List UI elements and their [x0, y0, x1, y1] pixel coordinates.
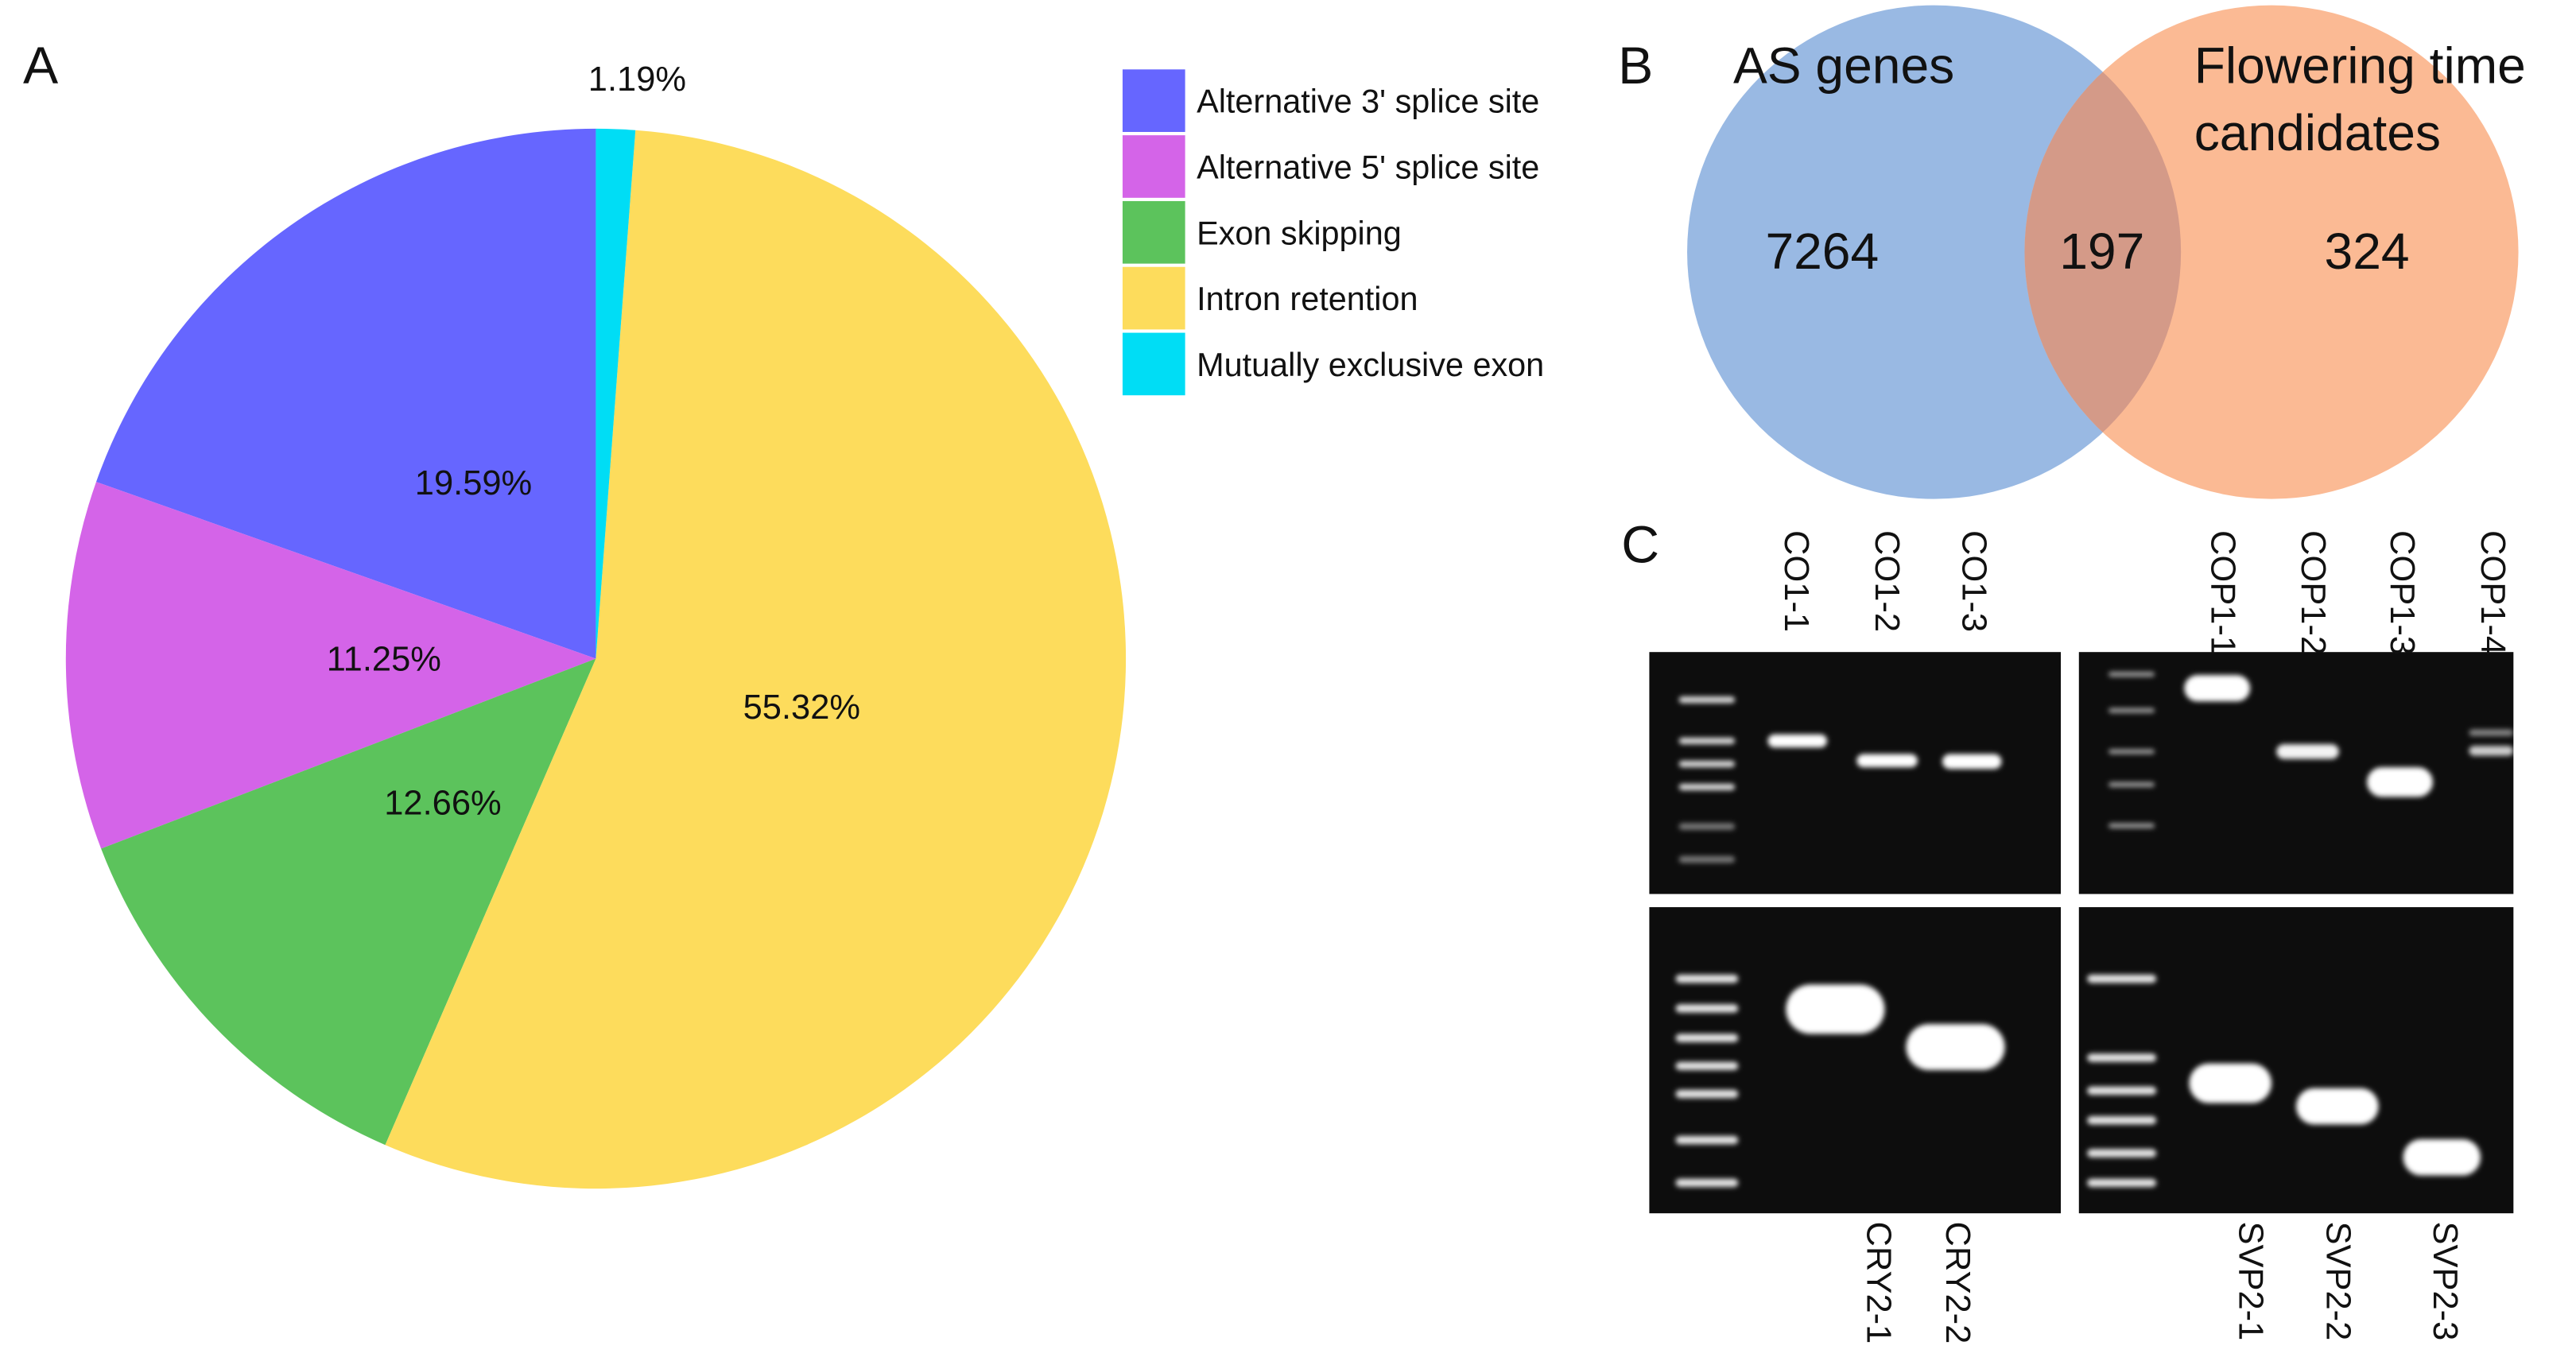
gel-band — [2403, 1139, 2481, 1176]
gel-band — [1678, 823, 1736, 830]
gel-band — [1678, 760, 1736, 768]
lane-label: COP1-3 — [2383, 530, 2421, 655]
gel-band — [2109, 708, 2155, 713]
legend-label: Intron retention — [1197, 281, 1418, 317]
lane-label: SVP2-3 — [2426, 1222, 2464, 1341]
slice-label: 11.25% — [327, 641, 441, 679]
venn-count: 197 — [2059, 223, 2144, 280]
gel-band — [2367, 767, 2433, 797]
slice-label: 55.32% — [743, 688, 860, 727]
legend-label: Alternative 3' splice site — [1197, 83, 1539, 120]
gel-band — [1906, 1024, 2005, 1071]
lane-label: CO1-2 — [1868, 530, 1906, 632]
lane-label: COP1-2 — [2294, 530, 2332, 655]
gel-band — [1678, 696, 1736, 704]
legend-swatch — [1122, 200, 1185, 264]
lane-label: COP1-1 — [2203, 530, 2241, 655]
panel-letter: B — [1618, 37, 1653, 95]
gel-panel: CO1-1 CO1-2 CO1-3 COP1-1 COP1-2 COP1-3 COP1-4 C… — [1649, 530, 2514, 1344]
set-name: AS genes — [1733, 37, 1954, 94]
legend-swatch — [1122, 135, 1185, 198]
lane-label: CRY2-1 — [1860, 1222, 1898, 1344]
pie-slice — [596, 128, 636, 659]
gel-band — [2087, 1178, 2157, 1188]
lane-label: SVP2-1 — [2232, 1222, 2270, 1341]
lane-label: CO1-1 — [1777, 530, 1815, 632]
lane-label: SVP2-2 — [2318, 1222, 2357, 1341]
gel-band — [2109, 781, 2155, 787]
legend-swatch — [1122, 332, 1185, 396]
gel-band — [2276, 744, 2339, 759]
gel-band — [2109, 823, 2155, 828]
legend-label: Mutually exclusive exon — [1197, 347, 1544, 383]
gel-band — [1675, 1004, 1739, 1013]
gel-band — [1678, 855, 1736, 863]
gel-band — [1786, 984, 1885, 1034]
venn-diagram: AS genes Flowering time candidates 7264 197 3… — [1687, 5, 2526, 499]
pie-slice — [65, 482, 596, 849]
venn-circle — [2024, 5, 2519, 499]
pie-slice — [101, 658, 596, 1146]
gel-band — [2296, 1088, 2379, 1125]
venn-circle — [1687, 5, 2182, 499]
gel-band — [2109, 672, 2155, 677]
lane-label: COP1-4 — [2473, 530, 2512, 655]
gel-bands — [1675, 672, 2514, 1188]
legend-label: Exon skipping — [1197, 215, 1402, 251]
gel-band — [1856, 754, 1918, 768]
venn-count: 324 — [2325, 223, 2410, 280]
gel-band — [2184, 675, 2251, 702]
gel-band — [1767, 734, 1828, 748]
set-name: Flowering time — [2194, 37, 2526, 94]
pie-slice — [385, 130, 1127, 1189]
gel-band — [1678, 783, 1736, 791]
gel-band — [1675, 1135, 1739, 1145]
legend-swatch — [1122, 266, 1185, 330]
gel-band — [2087, 1086, 2157, 1095]
pie-chart: 19.59% 11.25% 12.66% 55.32% 1.19% Alternative… — [65, 60, 1544, 1189]
panel-letter: A — [23, 37, 59, 95]
pie-slice — [95, 128, 596, 659]
legend-swatch — [1122, 69, 1185, 132]
gel-band — [1675, 1178, 1739, 1188]
lane-label: CRY2-2 — [1938, 1222, 1977, 1344]
venn-count: 7264 — [1765, 223, 1879, 280]
gel-band — [2087, 974, 2157, 983]
slice-label: 19.59% — [415, 464, 532, 502]
gel-band — [2469, 729, 2514, 736]
gel-band — [2087, 1149, 2157, 1158]
gel-band — [1675, 1089, 1739, 1099]
gel-band — [2087, 1053, 2157, 1062]
gel-band — [1942, 754, 2002, 770]
gel-image — [1649, 652, 2061, 894]
legend-label: Alternative 5' splice site — [1197, 149, 1539, 186]
panel-letter: C — [1621, 515, 1659, 574]
slice-label: 1.19% — [588, 60, 686, 99]
gel-band — [1675, 1061, 1739, 1071]
set-name: candidates — [2194, 104, 2441, 161]
gel-band — [1678, 737, 1736, 745]
gel-band — [2469, 746, 2514, 756]
gel-band — [1675, 974, 1739, 983]
gel-band — [1675, 1033, 1739, 1042]
gel-band — [2189, 1063, 2271, 1103]
gel-band — [2109, 749, 2155, 754]
gel-band — [2087, 1116, 2157, 1125]
gel-image — [2078, 652, 2514, 894]
lane-label: CO1-3 — [1955, 530, 1993, 632]
slice-label: 12.66% — [384, 785, 501, 823]
